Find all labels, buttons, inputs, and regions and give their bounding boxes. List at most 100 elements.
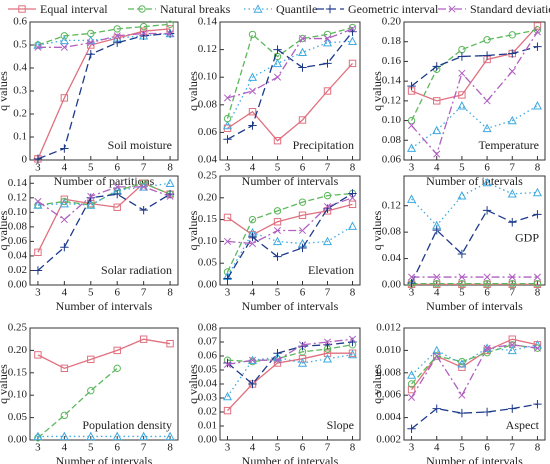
series-line [226, 225, 353, 277]
series-line [227, 197, 353, 245]
y-tick-label: 0.10 [382, 114, 402, 126]
marker [139, 431, 149, 441]
x-tick-label: 5 [88, 287, 94, 299]
marker [166, 29, 174, 38]
y-tick-label: 0.25 [8, 322, 28, 334]
marker [407, 194, 417, 203]
marker [298, 355, 307, 363]
marker [139, 22, 148, 31]
x-tick-label: 8 [167, 442, 173, 454]
y-tick-label: 0.20 [198, 191, 218, 203]
plot-frame [403, 21, 546, 161]
marker [60, 43, 68, 51]
marker [87, 355, 95, 364]
x-tick-label: 3 [225, 442, 231, 454]
marker [533, 22, 542, 30]
marker [59, 198, 69, 208]
y-tick-label: 0.03 [198, 392, 218, 404]
marker [87, 41, 95, 49]
x-tick-label: 5 [88, 442, 94, 454]
panel: 0.00 0.04 0.08 0.12 3 4 5 6 7 8 Number of interval… [370, 175, 546, 313]
legend-label: Equal interval [40, 2, 108, 16]
marker [458, 91, 466, 99]
x-tick-label: 8 [350, 162, 356, 174]
marker [60, 197, 69, 206]
marker [273, 226, 282, 235]
marker [533, 210, 542, 219]
series-line [37, 182, 171, 206]
y-tick-label: 0.20 [382, 16, 402, 28]
y-tick-label: 0.00 [8, 434, 28, 446]
x-tick-label: 5 [275, 287, 281, 299]
series-line [37, 23, 171, 46]
marker [533, 279, 542, 288]
marker [348, 200, 357, 209]
panel: 0.04 0.06 0.08 0.10 0.12 0.14 3 4 5 6 7 8 Number of … [186, 16, 361, 188]
panel: 0.00 0.05 0.10 0.15 0.20 0.25 3 4 5 6 7 8 Number of … [186, 170, 361, 313]
x-tick-label: 7 [141, 442, 147, 454]
y-tick-label: 0.02 [8, 264, 27, 276]
y-tick-label: 0.10 [198, 71, 218, 83]
marker [139, 335, 148, 343]
series-line [411, 403, 538, 430]
x-tick-label: 8 [350, 287, 356, 299]
x-tick-label: 7 [510, 442, 516, 454]
y-tick-label: 0.14 [8, 177, 28, 189]
marker [533, 273, 541, 281]
legend-marker [138, 5, 146, 13]
marker [273, 207, 282, 215]
y-tick-label: 0.010 [376, 344, 401, 356]
x-tick-label: 8 [167, 162, 173, 174]
panel: 0.00 0.02 0.04 0.06 0.08 0.10 0.12 0.14 3 4 5 6 7 8 Nu… [0, 175, 179, 313]
series-line [227, 338, 353, 366]
marker [323, 30, 332, 39]
x-tick-label: 4 [62, 162, 68, 174]
marker [458, 279, 466, 288]
marker [508, 404, 517, 413]
marker [59, 35, 69, 45]
y-tick-label: 0.08 [198, 98, 218, 110]
y-axis-title: q values [0, 210, 10, 250]
marker [457, 359, 467, 368]
marker [347, 221, 358, 230]
marker [433, 273, 441, 281]
marker [433, 352, 441, 360]
y-tick-label: 0.12 [8, 191, 27, 203]
marker [112, 431, 122, 441]
y-tick-label: 0.18 [382, 35, 402, 47]
marker [60, 94, 69, 102]
y-tick-label: 0.2 [13, 108, 27, 120]
marker [533, 26, 542, 34]
marker [323, 87, 332, 95]
series-line [411, 338, 538, 390]
marker [60, 32, 69, 40]
x-tick-label: 5 [459, 162, 465, 174]
marker [60, 243, 69, 252]
marker [86, 193, 95, 202]
marker [532, 101, 542, 110]
panel: 0.00 0.01 0.02 0.03 0.04 0.05 0.06 0.07 0.08 3 4 5 6… [186, 322, 361, 464]
marker [33, 431, 43, 441]
marker [60, 216, 68, 224]
marker [323, 202, 332, 211]
x-tick-label: 6 [114, 442, 120, 454]
x-axis-title: Number of intervals [242, 299, 339, 313]
marker [298, 35, 307, 43]
panel-label: Precipitation [293, 138, 354, 152]
plot-frame [403, 327, 546, 441]
y-tick-label: 0.07 [198, 336, 218, 348]
y-tick-label: 0.04 [382, 252, 402, 264]
y-tick-label: 0.25 [198, 170, 218, 182]
panel: 0 0.1 0.2 0.3 0.4 0.5 0.6 3 4 5 6 7 8 Number of parti… [0, 16, 179, 188]
marker [508, 335, 516, 343]
marker [507, 189, 517, 198]
marker [508, 273, 516, 281]
marker [408, 273, 416, 281]
x-tick-label: 7 [141, 162, 147, 174]
plot-frame [403, 175, 546, 286]
y-tick-label: 0.012 [376, 322, 401, 334]
x-axis-title: Number of intervals [242, 454, 339, 464]
x-tick-label: 8 [167, 287, 173, 299]
marker [248, 379, 257, 389]
x-tick-label: 8 [535, 442, 541, 454]
